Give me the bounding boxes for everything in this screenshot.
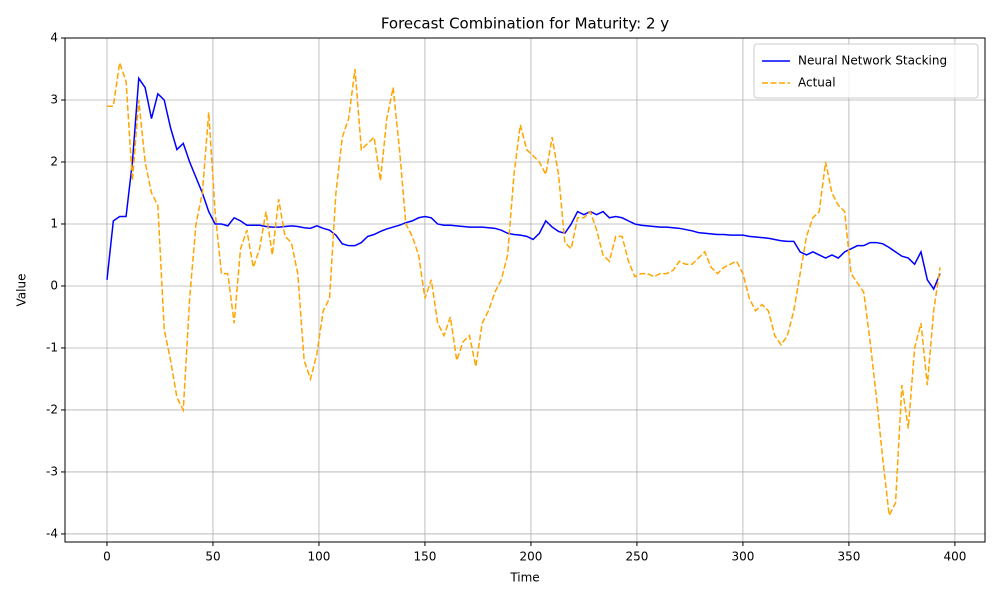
y-tick-label: -2 xyxy=(46,402,58,416)
x-tick-label: 400 xyxy=(943,550,966,564)
legend-label: Actual xyxy=(798,76,836,90)
y-tick-label: -1 xyxy=(46,340,58,354)
y-tick-label: -4 xyxy=(46,526,58,540)
x-tick-label: 0 xyxy=(103,550,111,564)
data-line xyxy=(106,76,941,291)
y-tick-label: -3 xyxy=(46,464,58,478)
x-tick-label: 250 xyxy=(625,550,648,564)
x-tick-label: 150 xyxy=(413,550,436,564)
x-tick-label: 350 xyxy=(837,550,860,564)
y-tick-label: 3 xyxy=(50,92,58,106)
x-axis-label: Time xyxy=(509,571,539,585)
x-tick-label: 50 xyxy=(205,550,220,564)
x-tick-label: 200 xyxy=(519,550,542,564)
x-tick-label: 300 xyxy=(731,550,754,564)
y-tick-label: 1 xyxy=(50,216,58,230)
chart-title: Forecast Combination for Maturity: 2 y xyxy=(381,15,669,33)
legend-label: Neural Network Stacking xyxy=(798,54,947,68)
y-tick-label: 2 xyxy=(50,154,58,168)
legend-box xyxy=(753,43,979,99)
x-tick-label: 100 xyxy=(308,550,331,564)
y-axis-label: Value xyxy=(15,274,29,307)
y-tick-label: 0 xyxy=(50,278,58,292)
plot-frame xyxy=(64,37,986,543)
data-line xyxy=(106,62,941,518)
y-tick-label: 4 xyxy=(50,31,58,45)
